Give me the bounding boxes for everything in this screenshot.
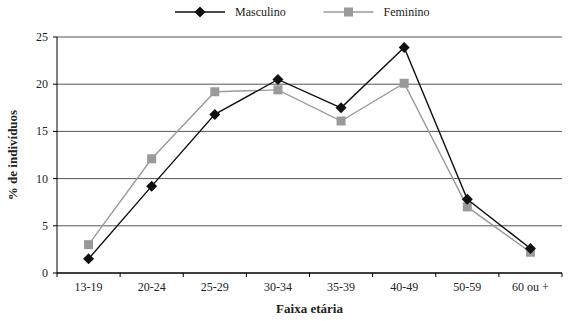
tick-mark [309, 273, 310, 277]
data-point [399, 42, 410, 53]
tick-label: 5 [42, 219, 48, 233]
tick-label: 20-24 [138, 280, 166, 294]
tick-mark [246, 273, 247, 277]
tick-mark [435, 273, 436, 277]
data-point [273, 85, 282, 94]
series-line [89, 83, 531, 252]
chart-svg: 0 5 10 15 20 25 13-19 20-24 25-29 30-34 35-39 40-49… [0, 0, 587, 321]
legend-label: Feminino [384, 5, 430, 19]
tick-label: 35-39 [327, 280, 355, 294]
y-axis-line [57, 37, 58, 273]
data-point [525, 243, 536, 254]
tick-label: 40-49 [390, 280, 418, 294]
tick-label: 25-29 [201, 280, 229, 294]
data-point [147, 154, 156, 163]
data-point [462, 194, 473, 205]
chart-container: 0 5 10 15 20 25 13-19 20-24 25-29 30-34 35-39 40-49… [0, 0, 587, 321]
tick-label: 13-19 [75, 280, 103, 294]
tick-label: 10 [36, 172, 48, 186]
tick-mark [562, 273, 563, 277]
data-point [209, 109, 220, 120]
tick-mark [53, 178, 57, 179]
data-point [83, 253, 94, 264]
tick-label: 60 ou + [512, 280, 549, 294]
tick-mark [53, 37, 57, 38]
tick-label: 50-59 [453, 280, 481, 294]
y-axis-title: % de indivíduos [5, 110, 20, 200]
tick-mark [183, 273, 184, 277]
data-point [84, 240, 93, 249]
tick-label: 0 [42, 266, 48, 280]
tick-mark [57, 273, 58, 277]
tick-label: 30-34 [264, 280, 292, 294]
x-axis-title: Faixa etária [276, 301, 343, 316]
tick-label: 20 [36, 77, 48, 91]
legend-marker [195, 7, 206, 18]
data-point [146, 181, 157, 192]
tick-mark [53, 225, 57, 226]
series-line [89, 47, 531, 258]
data-point [400, 79, 409, 88]
tick-label: 25 [36, 30, 48, 44]
tick-mark [53, 84, 57, 85]
tick-label: 15 [36, 124, 48, 138]
data-point [336, 102, 347, 113]
plot-data [83, 42, 536, 264]
y-axis: 0 5 10 15 20 25 [36, 30, 562, 280]
legend: Masculino Feminino [175, 5, 430, 19]
tick-mark [498, 273, 499, 277]
data-point [337, 117, 346, 126]
legend-label: Masculino [235, 5, 286, 19]
tick-mark [53, 273, 57, 274]
grid-line [57, 225, 562, 226]
grid-line [57, 131, 562, 132]
x-axis: 13-19 20-24 25-29 30-34 35-39 40-49 50-59 60 ou… [57, 273, 562, 294]
grid-line [57, 37, 562, 38]
tick-mark [120, 273, 121, 277]
data-point [272, 74, 283, 85]
tick-mark [53, 131, 57, 132]
grid-line [57, 178, 562, 179]
grid-line [57, 84, 562, 85]
tick-mark [372, 273, 373, 277]
legend-marker [344, 8, 353, 17]
data-point [210, 87, 219, 96]
